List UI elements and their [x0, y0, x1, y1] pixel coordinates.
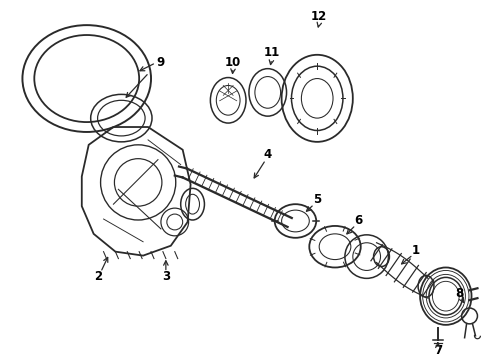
Text: 9: 9 — [157, 56, 165, 69]
Text: 5: 5 — [313, 193, 321, 206]
Text: 2: 2 — [95, 270, 103, 283]
Text: 10: 10 — [225, 56, 241, 69]
Text: 3: 3 — [162, 270, 170, 283]
Text: 4: 4 — [264, 148, 272, 161]
Text: 7: 7 — [434, 344, 442, 357]
Text: 12: 12 — [311, 10, 327, 23]
Text: 6: 6 — [355, 215, 363, 228]
Text: 1: 1 — [412, 244, 420, 257]
Text: 8: 8 — [456, 287, 464, 300]
Text: 11: 11 — [264, 46, 280, 59]
